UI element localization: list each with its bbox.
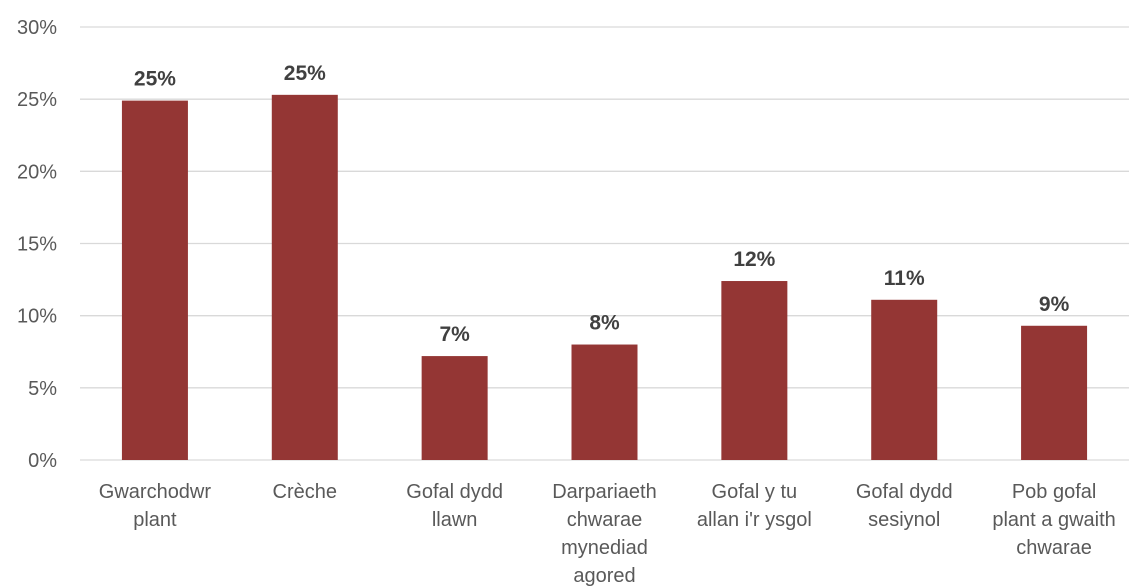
bar	[871, 299, 938, 460]
y-tick-label: 30%	[17, 17, 57, 39]
y-tick-label: 5%	[28, 378, 57, 400]
x-category-label: Crèche	[273, 481, 337, 503]
x-category-label-line: llawn	[432, 509, 478, 531]
bar	[121, 100, 188, 461]
x-category-label: Pob gofal plant a gwaith chwarae	[992, 481, 1115, 559]
x-category-label-line: Gofal dydd	[856, 481, 953, 503]
data-label: 25%	[134, 68, 176, 91]
x-category-label-line: Gwarchodwr	[99, 481, 212, 503]
x-category-label-line: Gofal y tu	[712, 481, 798, 503]
x-axis-categories: Gwarchodwr plant Crèche Gofal dydd llawn Darp…	[99, 481, 1116, 587]
x-category-label-line: agored	[573, 565, 635, 587]
data-label: 8%	[589, 312, 620, 335]
y-tick-label: 20%	[17, 161, 57, 183]
x-category-label-line: Pob gofal	[1012, 481, 1097, 503]
x-category-label: Gofal dydd llawn	[406, 481, 503, 531]
x-category-label-line: allan i'r ysgol	[697, 509, 812, 531]
x-category-label-line: sesiynol	[868, 509, 940, 531]
y-tick-label: 15%	[17, 234, 57, 256]
data-labels: 25% 25% 7% 8% 12% 11% 9%	[134, 62, 1070, 346]
y-tick-label: 10%	[17, 306, 57, 328]
data-label: 25%	[284, 62, 326, 85]
bars	[121, 94, 1088, 461]
x-category-label: Gofal dydd sesiynol	[856, 481, 953, 531]
data-label: 9%	[1039, 293, 1070, 316]
x-category-label-line: chwarae	[1016, 537, 1092, 559]
y-tick-label: 25%	[17, 89, 57, 111]
y-axis-ticks: 0% 5% 10% 15% 20% 25% 30%	[17, 17, 57, 472]
x-category-label-line: mynediad	[561, 537, 648, 559]
bar	[1021, 325, 1088, 460]
bar	[721, 281, 788, 460]
data-label: 7%	[439, 323, 470, 346]
x-category-label-line: Darpariaeth	[552, 481, 657, 503]
x-category-label-line: Gofal dydd	[406, 481, 503, 503]
x-category-label-line: chwarae	[567, 509, 643, 531]
bar	[571, 344, 638, 460]
data-label: 12%	[733, 248, 775, 271]
x-category-label-line: plant a gwaith	[992, 509, 1115, 531]
x-category-label-line: plant	[133, 509, 177, 531]
x-category-label: Gwarchodwr plant	[99, 481, 212, 531]
x-category-label-line: Crèche	[273, 481, 337, 503]
x-category-label: Gofal y tu allan i'r ysgol	[697, 481, 812, 531]
bar	[421, 356, 488, 460]
gridlines	[80, 26, 1129, 461]
x-category-label: Darpariaeth chwarae mynediad agored	[552, 481, 657, 587]
y-tick-label: 0%	[28, 450, 57, 472]
bar	[271, 94, 338, 460]
data-label: 11%	[884, 267, 925, 290]
